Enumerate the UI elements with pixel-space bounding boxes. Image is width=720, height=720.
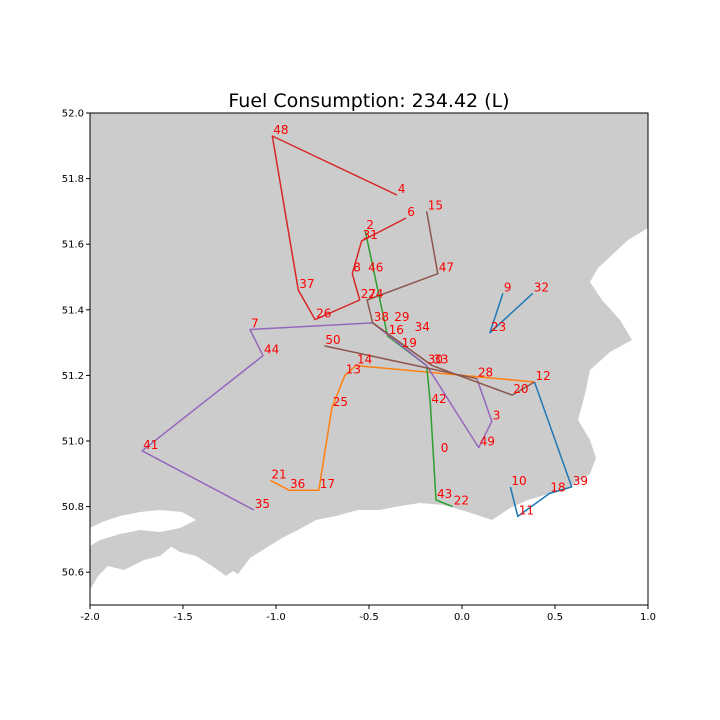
y-tick-label: 51.6 [62,240,84,251]
node-label: 22 [454,494,469,508]
route-line-6 [366,211,535,396]
y-tick-label: 52.0 [62,109,84,120]
node-label: 29 [394,310,409,324]
y-tick-label: 51.4 [62,305,84,316]
node-label: 43 [437,487,452,501]
y-tick-label: 51.2 [62,371,84,382]
node-label: 14 [357,353,372,367]
x-tick-label: -2.0 [80,612,100,623]
route-line-3 [364,230,453,508]
node-label: 28 [478,366,493,380]
node-label: 23 [491,320,506,334]
node-label: 42 [431,392,446,406]
route-line-4 [271,135,407,321]
route-lines [141,135,573,518]
y-axis: 50.6 50.8 51.0 51.2 51.4 51.6 51.8 52.0 [62,109,90,579]
node-label: 3 [493,408,501,422]
route-line-7 [324,345,478,380]
node-label: 27 [361,287,376,301]
node-label: 31 [363,228,378,242]
y-tick-label: 51.0 [62,437,84,448]
node-label: 17 [320,477,335,491]
node-label: 20 [513,382,528,396]
node-label: 6 [407,205,415,219]
node-label: 49 [480,435,495,449]
route-line-1 [509,381,573,518]
node-label: 0 [441,441,449,455]
x-tick-label: -0.5 [359,612,379,623]
node-label: 19 [402,336,417,350]
land-mass [90,113,648,590]
y-tick-label: 51.8 [62,174,84,185]
node-label: 47 [439,261,454,275]
node-label: 37 [299,277,314,291]
node-label: 11 [519,503,534,517]
x-tick-label: 0.0 [454,612,470,623]
node-label: 50 [325,333,340,347]
x-axis: -2.0 -1.5 -1.0 -0.5 0.0 0.5 1.0 [80,605,656,623]
x-tick-label: 0.5 [547,612,563,623]
node-label: 10 [511,474,526,488]
node-label: 44 [264,343,279,357]
node-label: 48 [273,123,288,137]
plot-area [89,112,649,606]
node-label: 36 [290,477,305,491]
node-label: 24 [368,287,383,301]
node-label: 13 [346,362,361,376]
node-label: 39 [573,474,588,488]
node-label: 30 [428,353,443,367]
node-label: 15 [428,198,443,212]
node-label: 8 [353,261,361,275]
node-label: 26 [316,307,331,321]
y-tick-label: 50.8 [62,502,84,513]
node-label: 9 [504,280,512,294]
node-label: 35 [255,497,270,511]
node-label: 4 [398,182,406,196]
isle-of-wight [170,524,260,576]
x-tick-label: -1.0 [266,612,286,623]
node-label: 18 [550,481,565,495]
x-tick-label: -1.5 [173,612,193,623]
node-label: 41 [143,438,158,452]
node-label: 7 [251,317,259,331]
english-channel-inlet [90,510,196,546]
chart-title: Fuel Consumption: 234.42 (L) [228,90,509,112]
y-tick-label: 50.6 [62,568,84,579]
node-label: 2 [366,218,374,232]
node-label: 34 [415,320,430,334]
node-label: 21 [271,467,286,481]
node-label: 33 [433,353,448,367]
route-line-2 [270,364,535,491]
node-label: 16 [389,323,404,337]
route-line-0 [489,292,534,334]
node-label: 38 [374,310,389,324]
estuary-island [616,180,648,202]
node-label: 46 [368,261,383,275]
node-label: 12 [536,369,551,383]
node-label: 32 [534,280,549,294]
node-label: 25 [333,395,348,409]
x-tick-label: 1.0 [640,612,656,623]
